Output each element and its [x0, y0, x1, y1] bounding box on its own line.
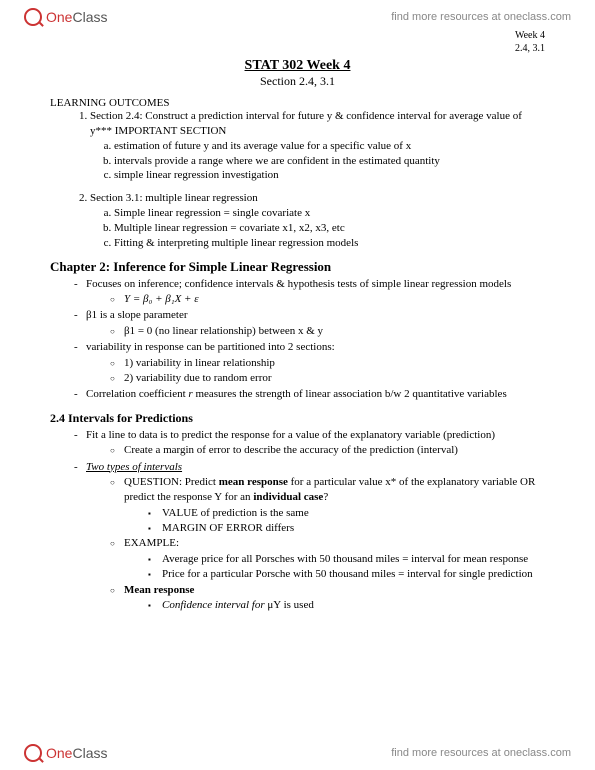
s24-q-ind: individual case [253, 491, 323, 503]
document-content: Week 4 2.4, 3.1 STAT 302 Week 4 Section … [0, 30, 595, 654]
lo2-text: Section 3.1: multiple linear regression [90, 192, 258, 204]
footer-logo-text: OneClass [46, 745, 107, 761]
s24-question-sub: VALUE of prediction is the same MARGIN O… [124, 506, 545, 537]
s24-mr1: Confidence interval for μY is used [148, 598, 545, 613]
page-meta-week: Week 4 [50, 30, 545, 41]
lo1b: intervals provide a range where we are c… [114, 154, 545, 169]
ch2-b2a: β1 = 0 (no linear relationship) between … [110, 324, 545, 339]
s24-b1-text: Fit a line to data is to predict the res… [86, 429, 495, 441]
regression-formula: Y = β₀ + β₁X + ε [124, 293, 199, 305]
s24-q-mean: mean response [219, 476, 288, 488]
s24-b2-sub: QUESTION: Predict mean response for a pa… [86, 475, 545, 614]
doc-title: STAT 302 Week 4 [50, 58, 545, 74]
s24-mr1-pre: Confidence interval for [162, 599, 265, 611]
footer-logo: OneClass [24, 744, 107, 762]
s24-b1-sub: Create a margin of error to describe the… [86, 443, 545, 458]
footer-tagline: find more resources at oneclass.com [391, 747, 571, 759]
ch2-b3a: 1) variability in linear relationship [110, 356, 545, 371]
ch2-b1: Focuses on inference; confidence interva… [74, 277, 545, 308]
ch2-b3b: 2) variability due to random error [110, 371, 545, 386]
lo-item-1: Section 2.4: Construct a prediction inte… [90, 109, 545, 183]
ch2-formula: Y = β₀ + β₁X + ε [110, 292, 545, 307]
s24-ex2: Price for a particular Porsche with 50 t… [148, 567, 545, 582]
chapter2-list: Focuses on inference; confidence interva… [50, 277, 545, 403]
s24-q-s1: VALUE of prediction is the same [148, 506, 545, 521]
ch2-b1-sub: Y = β₀ + β₁X + ε [86, 292, 545, 307]
s24-mr1-post: μY is used [265, 599, 314, 611]
logo-text: OneClass [46, 9, 107, 25]
page-meta-sections: 2.4, 3.1 [50, 43, 545, 54]
lo1c: simple linear regression investigation [114, 168, 545, 183]
lo-item-2: Section 3.1: multiple linear regression … [90, 191, 545, 250]
logo-icon [24, 8, 42, 26]
s24-mean-response: Mean response Confidence interval for μY… [110, 583, 545, 614]
ch2-b2-text: β1 is a slope parameter [86, 309, 188, 321]
lo2a: Simple linear regression = single covari… [114, 206, 545, 221]
lo1-sublist: estimation of future y and its average v… [90, 139, 545, 184]
doc-subtitle: Section 2.4, 3.1 [50, 74, 545, 89]
s24-b1a: Create a margin of error to describe the… [110, 443, 545, 458]
s24-example: EXAMPLE: Average price for all Porsches … [110, 536, 545, 582]
s24-b1: Fit a line to data is to predict the res… [74, 428, 545, 459]
s24-mr-sub: Confidence interval for μY is used [124, 598, 545, 613]
s24-question: QUESTION: Predict mean response for a pa… [110, 475, 545, 537]
ch2-b4-post: measures the strength of linear associat… [193, 388, 507, 400]
header-bar: OneClass find more resources at oneclass… [0, 0, 595, 30]
ch2-b4-pre: Correlation coefficient [86, 388, 188, 400]
section-2-4-list: Fit a line to data is to predict the res… [50, 428, 545, 614]
footer-logo-icon [24, 744, 42, 762]
s24-q-post: ? [323, 491, 328, 503]
section-2-4-heading: 2.4 Intervals for Predictions [50, 411, 545, 426]
lo2c: Fitting & interpreting multiple linear r… [114, 236, 545, 251]
learning-outcomes-list: Section 2.4: Construct a prediction inte… [50, 109, 545, 251]
ch2-b4: Correlation coefficient r measures the s… [74, 387, 545, 402]
s24-q-s2: MARGIN OF ERROR differs [148, 521, 545, 536]
learning-outcomes-heading: LEARNING OUTCOMES [50, 97, 545, 109]
ch2-b2-sub: β1 = 0 (no linear relationship) between … [86, 324, 545, 339]
ch2-b3: variability in response can be partition… [74, 340, 545, 386]
footer-bar: OneClass find more resources at oneclass… [0, 736, 595, 770]
lo2b: Multiple linear regression = covariate x… [114, 221, 545, 236]
logo: OneClass [24, 8, 107, 26]
s24-b2: Two types of intervals QUESTION: Predict… [74, 460, 545, 614]
lo1a: estimation of future y and its average v… [114, 139, 545, 154]
chapter2-heading: Chapter 2: Inference for Simple Linear R… [50, 259, 545, 275]
s24-mr-label: Mean response [124, 584, 194, 596]
header-tagline: find more resources at oneclass.com [391, 11, 571, 23]
s24-q-pre: QUESTION: Predict [124, 476, 219, 488]
ch2-b3-sub: 1) variability in linear relationship 2)… [86, 356, 545, 387]
s24-ex-label: EXAMPLE: [124, 537, 179, 549]
s24-example-sub: Average price for all Porsches with 50 t… [124, 552, 545, 583]
lo2-sublist: Simple linear regression = single covari… [90, 206, 545, 251]
ch2-b3-text: variability in response can be partition… [86, 341, 335, 353]
lo1-text: Section 2.4: Construct a prediction inte… [90, 110, 522, 137]
ch2-b1-text: Focuses on inference; confidence interva… [86, 278, 511, 290]
ch2-b2: β1 is a slope parameter β1 = 0 (no linea… [74, 308, 545, 339]
s24-b2-text: Two types of intervals [86, 461, 182, 473]
s24-ex1: Average price for all Porsches with 50 t… [148, 552, 545, 567]
